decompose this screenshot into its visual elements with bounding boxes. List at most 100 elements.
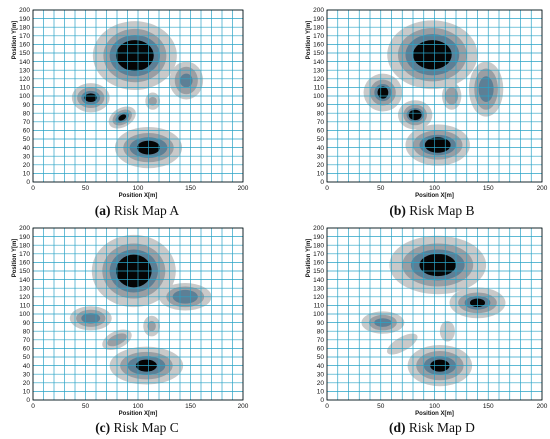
y-tick-label: 170 [19,33,30,40]
x-tick-label: 200 [537,403,548,410]
y-tick-label: 170 [19,251,30,258]
y-tick-label: 10 [23,389,31,396]
panel-caption: (b) Risk Map B [389,203,474,218]
y-tick-label: 130 [313,67,324,74]
y-tick-label: 50 [23,354,31,361]
y-tick-label: 170 [313,33,324,40]
y-tick-label: 100 [19,93,30,100]
x-tick-label: 0 [31,185,35,192]
grid-lines [32,9,244,183]
y-tick-label: 80 [317,110,325,117]
y-tick-label: 20 [23,380,31,387]
caption-title: Risk Map B [406,203,475,218]
x-tick-label: 50 [377,403,385,410]
plot-frame [326,227,543,401]
y-tick-label: 20 [23,162,31,169]
y-tick-label: 110 [20,85,31,92]
risk-contour-level-4 [413,40,452,70]
y-tick-label: 140 [313,277,324,284]
y-tick-label: 120 [19,294,30,301]
y-tick-label: 190 [19,16,30,23]
y-tick-label: 20 [317,380,325,387]
y-tick-label: 160 [19,42,30,49]
y-tick-label: 100 [313,93,324,100]
grid-lines [326,9,543,183]
risk-contour-level-4 [84,93,98,103]
y-tick-label: 30 [317,371,325,378]
caption-letter: (c) [95,420,110,435]
x-tick-label: 100 [133,403,144,410]
y-tick-label: 90 [23,320,31,327]
y-tick-label: 140 [313,59,324,66]
y-tick-label: 70 [23,337,31,344]
y-tick-label: 50 [317,354,325,361]
caption-letter: (b) [389,203,406,218]
y-tick-label: 40 [23,363,31,370]
risk-contour-level-4 [424,137,451,153]
y-tick-label: 150 [19,50,30,57]
x-tick-label: 50 [377,185,385,192]
risk-contour-level-4 [115,40,154,72]
y-tick-label: 160 [19,260,30,267]
risk-contour-level-4 [118,114,127,121]
y-tick-label: 150 [313,268,324,275]
y-tick-label: 180 [313,242,324,249]
risk-contour-level-4 [377,86,389,99]
y-tick-label: 190 [313,234,324,241]
y-tick-label: 90 [317,102,325,109]
caption-title: Risk Map A [111,203,180,218]
y-tick-label: 10 [23,171,31,178]
y-axis-label: Position Y[m] [306,239,312,278]
caption-title: Risk Map D [406,420,476,435]
y-tick-label: 100 [19,311,30,318]
x-tick-label: 50 [82,185,90,192]
y-tick-label: 90 [23,102,31,109]
risk-map-a: 0 50 100 150 2000102030405060708090100110120… [12,7,249,218]
x-tick-label: 100 [133,185,144,192]
y-tick-label: 140 [19,59,30,66]
plot-frame [32,9,244,183]
y-tick-label: 140 [19,277,30,284]
y-tick-label: 120 [313,294,324,301]
y-tick-label: 80 [317,328,325,335]
y-tick-label: 180 [313,24,324,31]
risk-contour-level-3 [180,73,193,88]
y-tick-label: 30 [23,153,31,160]
y-tick-label: 10 [317,171,325,178]
y-tick-label: 180 [19,242,30,249]
panel-caption: (a) Risk Map A [95,203,180,218]
risk-contour-level-3 [81,313,101,324]
y-tick-label: 110 [20,303,31,310]
y-tick-label: 120 [313,76,324,83]
y-tick-label: 190 [313,16,324,23]
x-axis-label: Position X[m] [119,411,158,417]
risk-map-d: 0 50 100 150 2000102030405060708090100110120… [306,225,548,435]
y-tick-label: 180 [19,24,30,31]
y-tick-label: 70 [317,119,325,126]
y-tick-label: 10 [317,389,325,396]
y-tick-label: 90 [317,320,325,327]
y-tick-label: 110 [314,85,325,92]
y-tick-label: 0 [26,397,30,404]
y-tick-label: 40 [23,145,31,152]
y-tick-label: 60 [317,128,325,135]
x-tick-label: 50 [82,403,90,410]
y-tick-label: 50 [23,136,31,143]
x-tick-label: 150 [185,185,196,192]
y-axis-label: Position Y[m] [12,21,18,60]
x-axis-label: Position X[m] [415,411,454,417]
y-tick-label: 130 [19,285,30,292]
y-axis-label: Position Y[m] [12,239,18,278]
panel-caption: (c) Risk Map C [95,420,179,435]
grid-lines [32,227,244,401]
risk-map-b: 0 50 100 150 2000102030405060708090100110120… [306,7,548,218]
x-tick-label: 150 [185,403,196,410]
caption-letter: (d) [389,420,406,435]
y-tick-label: 40 [317,363,325,370]
y-tick-label: 40 [317,145,325,152]
y-tick-label: 200 [313,7,324,14]
y-tick-label: 60 [23,128,31,135]
y-tick-label: 200 [19,7,30,14]
x-tick-label: 0 [31,403,35,410]
